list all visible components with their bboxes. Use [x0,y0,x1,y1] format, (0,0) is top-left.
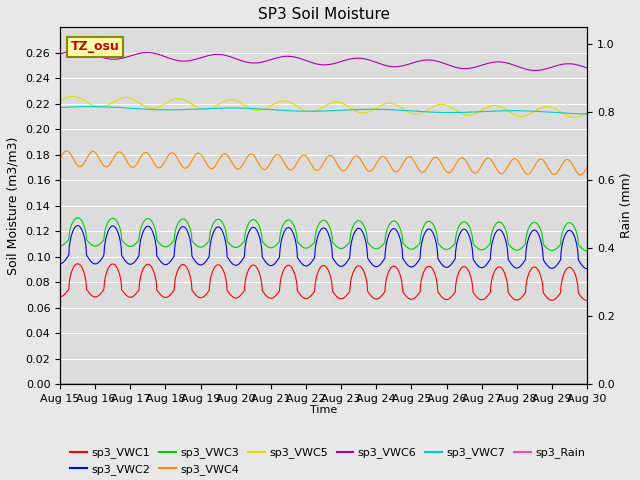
sp3_Rain [56,381,64,387]
sp3_VWC7 [56,105,64,110]
sp3_VWC4 [301,152,308,158]
sp3_VWC5 [356,109,364,115]
Legend: sp3_VWC1, sp3_VWC2, sp3_VWC3, sp3_VWC4, sp3_VWC5, sp3_VWC6, sp3_VWC7, sp3_Rain: sp3_VWC1, sp3_VWC2, sp3_VWC3, sp3_VWC4, … [66,443,590,480]
sp3_Rain [583,381,591,387]
sp3_VWC7 [583,111,591,117]
sp3_VWC1 [119,288,127,294]
sp3_VWC1 [301,295,308,301]
sp3_Rain [118,381,126,387]
sp3_VWC3 [74,215,81,221]
sp3_VWC1 [583,298,591,303]
sp3_VWC7 [291,108,299,114]
sp3_VWC5 [69,94,77,99]
sp3_VWC4 [63,148,70,154]
sp3_VWC4 [291,164,299,169]
sp3_VWC5 [301,108,308,113]
sp3_VWC4 [56,156,64,161]
Line: sp3_VWC1: sp3_VWC1 [60,264,587,300]
sp3_VWC1 [280,266,288,272]
sp3_VWC2 [119,254,127,260]
sp3_VWC6 [356,55,364,61]
sp3_Rain [356,381,364,387]
Line: sp3_VWC5: sp3_VWC5 [60,96,587,118]
sp3_VWC7 [280,108,288,113]
sp3_VWC4 [97,159,105,165]
sp3_VWC1 [291,272,299,277]
Line: sp3_VWC6: sp3_VWC6 [60,51,587,71]
sp3_VWC3 [583,248,591,254]
sp3_VWC2 [56,261,64,266]
sp3_VWC4 [280,159,288,165]
sp3_VWC2 [74,223,81,228]
sp3_VWC6 [97,54,105,60]
sp3_VWC1 [356,264,364,269]
sp3_VWC2 [583,266,591,272]
sp3_VWC6 [280,54,288,60]
sp3_Rain [280,381,287,387]
Line: sp3_VWC2: sp3_VWC2 [60,226,587,269]
Line: sp3_VWC3: sp3_VWC3 [60,218,587,251]
sp3_VWC5 [97,104,105,110]
sp3_VWC6 [531,68,539,73]
sp3_VWC6 [73,48,81,54]
sp3_VWC3 [301,245,308,251]
sp3_VWC4 [356,156,364,162]
sp3_VWC1 [56,294,64,300]
sp3_VWC5 [280,98,288,104]
sp3_VWC5 [119,95,127,101]
sp3_VWC1 [74,261,81,266]
sp3_VWC7 [88,104,95,109]
sp3_VWC1 [97,290,105,296]
sp3_VWC2 [301,263,308,268]
sp3_VWC6 [301,57,308,63]
sp3_VWC3 [97,240,105,246]
sp3_VWC5 [583,110,591,116]
sp3_VWC2 [97,256,105,262]
Line: sp3_VWC7: sp3_VWC7 [60,107,587,114]
Y-axis label: Rain (mm): Rain (mm) [620,173,633,239]
sp3_VWC4 [119,151,127,157]
sp3_VWC3 [291,225,299,231]
Title: SP3 Soil Moisture: SP3 Soil Moisture [257,7,390,22]
sp3_Rain [291,381,298,387]
Y-axis label: Soil Moisture (m3/m3): Soil Moisture (m3/m3) [7,136,20,275]
sp3_VWC4 [577,172,584,178]
sp3_VWC7 [97,104,105,109]
sp3_VWC7 [119,105,127,110]
sp3_VWC4 [583,165,591,170]
sp3_VWC3 [119,238,127,244]
sp3_VWC3 [280,220,288,226]
sp3_VWC6 [291,54,299,60]
sp3_VWC3 [56,243,64,249]
sp3_VWC6 [56,51,64,57]
sp3_VWC7 [301,108,308,114]
sp3_Rain [97,381,105,387]
sp3_VWC2 [280,229,288,235]
Text: TZ_osu: TZ_osu [70,40,120,53]
X-axis label: Time: Time [310,405,337,415]
sp3_VWC3 [356,218,364,224]
sp3_VWC5 [570,115,578,120]
sp3_VWC5 [291,102,299,108]
Line: sp3_VWC4: sp3_VWC4 [60,151,587,175]
sp3_VWC2 [291,236,299,241]
sp3_VWC2 [356,226,364,232]
sp3_VWC6 [583,65,591,71]
sp3_VWC7 [356,107,364,112]
sp3_VWC6 [119,55,127,61]
sp3_Rain [300,381,308,387]
sp3_VWC5 [56,98,64,104]
